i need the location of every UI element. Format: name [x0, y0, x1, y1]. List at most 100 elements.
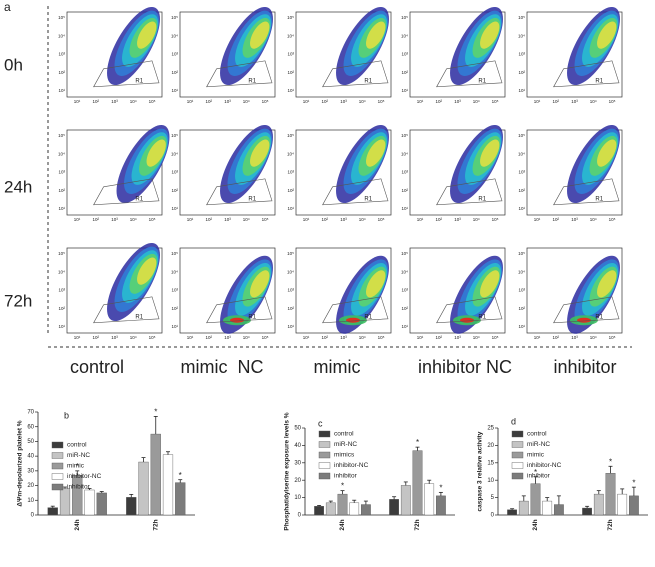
flow-tick-label: 10¹ [303, 217, 310, 222]
flow-plot: 10¹ 10¹ 10² 10² 10³ 10³ 10⁴ 10⁴ 10⁵ 10⁵ R1 [58, 6, 163, 104]
bar [436, 495, 446, 516]
density-blob [597, 139, 617, 167]
flow-tick-label: 10² [401, 188, 408, 193]
flow-tick-label: 10¹ [287, 324, 294, 329]
gate [206, 296, 273, 324]
flow-tick-label: 10¹ [401, 206, 408, 211]
flow-tick-label: 10⁴ [473, 99, 480, 104]
x-tick-label: 72h [414, 519, 421, 530]
flow-tick-label: 10⁴ [401, 33, 408, 38]
gate-label: R1 [478, 78, 486, 84]
gate-label: R1 [248, 196, 256, 202]
flow-tick-label: 10⁴ [287, 269, 294, 274]
flow-tick-label: 10⁴ [171, 151, 178, 156]
flow-tick-label: 10³ [340, 335, 347, 340]
density-blob [366, 270, 386, 298]
flow-tick-label: 10⁵ [492, 217, 499, 222]
flow-tick-label: 10² [401, 306, 408, 311]
flow-tick-label: 10⁵ [609, 217, 616, 222]
legend-swatch [51, 462, 64, 470]
legend-swatch [511, 472, 524, 480]
y-tick-label: 0 [298, 513, 302, 519]
density-blob [250, 21, 270, 49]
bar [530, 483, 541, 516]
y-tick-label: 50 [27, 439, 34, 445]
gate [322, 296, 389, 324]
flow-tick-label: 10³ [454, 335, 461, 340]
significance: * [439, 483, 442, 492]
flow-tick-label: 10² [518, 188, 525, 193]
bar [47, 507, 58, 516]
gate-label: R1 [478, 314, 486, 320]
gate [553, 60, 620, 88]
flow-tick-label: 10⁵ [378, 217, 385, 222]
significance: * [76, 462, 79, 471]
flow-tick-label: 10² [321, 335, 328, 340]
y-tick-label: 30 [294, 460, 301, 466]
bar [314, 506, 324, 516]
bar [389, 499, 399, 516]
flow-tick-label: 10⁴ [518, 151, 525, 156]
flow-tick-label: 10¹ [534, 217, 541, 222]
flow-tick-label: 10¹ [534, 99, 541, 104]
flow-tick-label: 10¹ [534, 335, 541, 340]
flow-tick-label: 10³ [58, 170, 65, 175]
flow-plot: 10¹ 10¹ 10² 10² 10³ 10³ 10⁴ 10⁴ 10⁵ 10⁵ R1 [401, 247, 506, 340]
panel-label: b [64, 410, 69, 420]
flow-tick-label: 10¹ [417, 335, 424, 340]
flow-tick-label: 10¹ [187, 217, 194, 222]
flow-tick-label: 10² [435, 99, 442, 104]
flow-tick-label: 10⁵ [518, 133, 525, 138]
flow-tick-label: 10⁴ [359, 335, 366, 340]
flow-tick-label: 10⁴ [473, 217, 480, 222]
flow-tick-label: 10⁴ [130, 99, 137, 104]
legend-label: inhibitor [527, 473, 551, 480]
legend-label: miR-NC [527, 441, 550, 448]
flow-tick-label: 10¹ [518, 206, 525, 211]
density-blob [230, 317, 244, 323]
flow-tick-label: 10⁵ [262, 335, 269, 340]
row-label: 24h [4, 177, 32, 196]
flow-tick-label: 10⁵ [609, 99, 616, 104]
flow-tick-label: 10⁵ [149, 335, 156, 340]
legend-swatch [318, 430, 331, 438]
flow-tick-label: 10³ [58, 288, 65, 293]
flow-tick-label: 10¹ [58, 206, 65, 211]
flow-tick-label: 10⁴ [401, 151, 408, 156]
bar [400, 485, 411, 516]
flow-tick-label: 10¹ [58, 324, 65, 329]
flow-tick-label: 10⁵ [518, 15, 525, 20]
legend-swatch [318, 462, 331, 469]
flow-tick-label: 10⁵ [492, 99, 499, 104]
column-label: mimic NC [181, 357, 264, 377]
gate-label: R1 [364, 78, 372, 84]
flow-tick-label: 10³ [571, 99, 578, 104]
flow-tick-label: 10¹ [171, 88, 178, 93]
y-axis-label: caspase 3 relative activity [477, 431, 484, 511]
density-blob [366, 139, 386, 167]
bar [424, 483, 435, 516]
bar [412, 450, 423, 516]
gate [553, 296, 620, 324]
flow-tick-label: 10³ [224, 99, 231, 104]
flow-tick-label: 10¹ [58, 88, 65, 93]
flow-tick-label: 10³ [340, 217, 347, 222]
gate [206, 60, 273, 88]
bar [542, 500, 553, 516]
y-tick-label: 40 [294, 443, 301, 449]
flow-tick-label: 10⁵ [262, 99, 269, 104]
x-tick-label: 24h [532, 519, 539, 530]
flow-tick-label: 10³ [111, 99, 118, 104]
legend-label: control [527, 431, 547, 438]
flow-tick-label: 10⁵ [609, 335, 616, 340]
legend-label: miR-NC [67, 452, 90, 459]
legend-swatch [51, 483, 64, 491]
y-tick-label: 20 [294, 478, 301, 484]
bar [554, 504, 564, 516]
legend-swatch [51, 452, 64, 459]
flow-tick-label: 10² [58, 306, 65, 311]
flow-tick-label: 10² [401, 70, 408, 75]
bar [349, 502, 360, 516]
flow-tick-label: 10² [92, 217, 99, 222]
flow-tick-label: 10² [205, 335, 212, 340]
